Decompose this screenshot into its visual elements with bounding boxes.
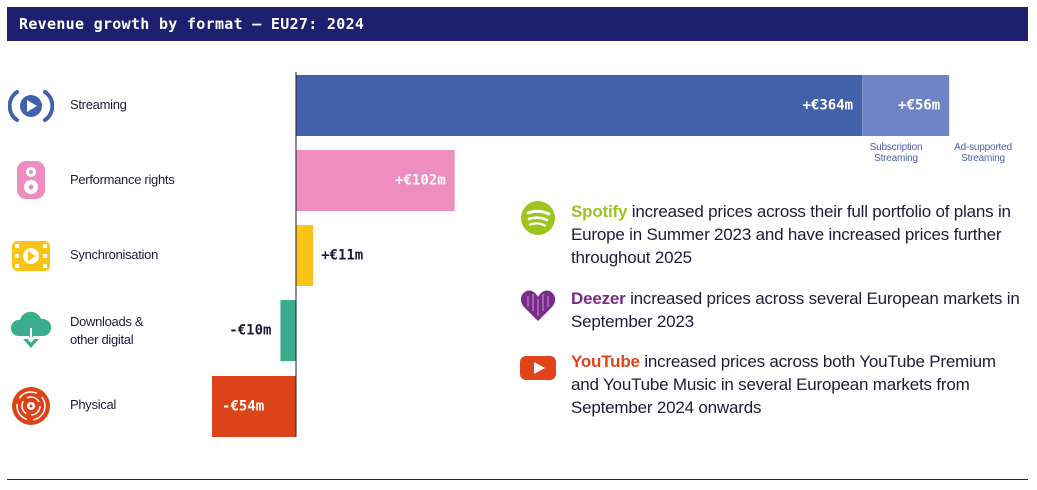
data-label-synchronisation: +€11m [321,248,363,264]
bar-performance-rights [296,150,455,211]
data-label-downloads-other-digital: -€10m [229,323,271,339]
category-label-performance-rights: Performance rights [70,172,175,187]
bar-synchronisation [296,225,314,286]
youtube-brand: YouTube [571,352,640,371]
category-label-downloads-line2: other digital [70,332,134,347]
deezer-note: Deezer increased prices across several E… [518,287,1021,333]
spotify-note: Spotify increased prices across their fu… [518,200,1021,269]
data-label-streaming-subscription: +€364m [803,98,854,114]
ad-supported-streaming-label: Ad-supported Streaming [954,142,1012,164]
bar-streaming-subscription [296,75,863,136]
category-label-streaming: Streaming [70,97,127,112]
deezer-note-text: increased prices across several European… [571,289,1020,331]
synchronisation-icon [12,241,50,271]
bottom-rule [7,479,1028,480]
performance-rights-icon [17,161,45,199]
category-label-physical: Physical [70,397,117,412]
title-bar: Revenue growth by format – EU27: 2024 [7,7,1028,41]
physical-vinyl-icon [12,387,50,425]
subscription-streaming-label: Subscription Streaming [869,142,923,164]
youtube-note-text: increased prices across both YouTube Pre… [571,352,996,417]
streaming-icon [8,90,54,122]
downloads-cloud-icon [10,311,52,348]
spotify-icon [521,201,555,235]
category-label-synchronisation: Synchronisation [70,247,158,262]
spotify-brand: Spotify [571,202,628,221]
deezer-heart-icon [520,290,556,321]
data-label-streaming-ad-supported: +€56m [898,98,940,114]
youtube-note: YouTube increased prices across both You… [518,350,1021,419]
data-label-performance-rights: +€102m [395,173,446,189]
deezer-brand: Deezer [571,289,626,308]
spotify-note-text: increased prices across their full portf… [571,202,1011,267]
category-label-downloads-line1: Downloads & [70,314,144,329]
data-label-physical: -€54m [222,399,264,415]
chart-title: Revenue growth by format – EU27: 2024 [19,15,365,33]
bar-physical [212,376,296,437]
bar-streaming-ad-supported [862,75,950,136]
bar-downloads-other-digital [280,300,296,361]
youtube-icon [520,356,556,380]
